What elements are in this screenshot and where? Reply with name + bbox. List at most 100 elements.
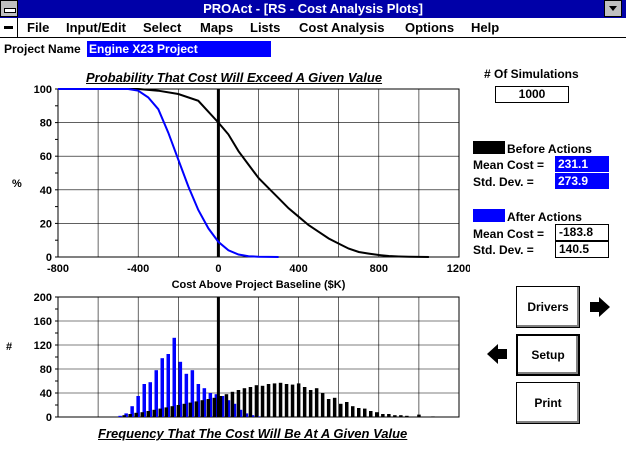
frequency-bar <box>194 401 199 417</box>
frequency-bar <box>250 415 255 417</box>
frequency-bar <box>248 387 253 417</box>
frequency-bar <box>242 388 247 417</box>
document-menu-icon <box>4 26 13 29</box>
frequency-bar <box>296 383 301 417</box>
scroll-down-button[interactable] <box>604 0 622 17</box>
frequency-bar <box>284 384 289 417</box>
after-actions-legend: After Actions <box>507 210 582 224</box>
after-mean-value: -183.8 <box>555 224 609 241</box>
before-actions-legend: Before Actions <box>507 142 592 156</box>
simulations-label: # Of Simulations <box>484 67 579 81</box>
frequency-chart-title: Frequency That The Cost Will Be At A Giv… <box>98 426 408 441</box>
menu-lists[interactable]: Lists <box>250 20 281 35</box>
before-mean-label: Mean Cost = <box>473 158 545 172</box>
frequency-bar <box>178 361 183 417</box>
frequency-bar <box>260 385 265 417</box>
frequency-bar <box>238 409 243 417</box>
frequency-bar <box>399 415 403 417</box>
frequency-bar <box>122 415 126 417</box>
menu-input-edit[interactable]: Input/Edit <box>66 20 126 35</box>
before-mean-value: 231.1 <box>555 156 609 172</box>
frequency-y-tick-label: 80 <box>40 364 52 376</box>
frequency-bar <box>164 407 168 417</box>
frequency-bar <box>170 406 174 417</box>
system-menu-icon <box>4 8 16 13</box>
probability-x-tick-label: -400 <box>127 263 149 275</box>
probability-series-line <box>58 88 279 258</box>
title-bar: PROAct - [RS - Cost Analysis Plots] <box>0 0 626 18</box>
frequency-bar <box>244 413 249 417</box>
menu-maps[interactable]: Maps <box>200 20 234 35</box>
frequency-bar <box>369 411 373 417</box>
probability-y-tick-label: 60 <box>40 151 52 163</box>
setup-button[interactable]: Setup <box>516 334 580 376</box>
frequency-bar <box>226 400 231 417</box>
drivers-button[interactable]: Drivers <box>516 286 580 328</box>
frequency-bar <box>146 411 150 417</box>
frequency-bar <box>230 391 235 417</box>
frequency-bar <box>184 373 189 417</box>
frequency-bar <box>134 412 138 417</box>
frequency-bar <box>266 384 271 417</box>
frequency-bar <box>326 399 331 417</box>
frequency-bar <box>160 358 164 417</box>
probability-x-tick-label: -800 <box>47 263 69 275</box>
frequency-bar <box>332 397 337 417</box>
menu-cost-analysis[interactable]: Cost Analysis <box>299 20 385 35</box>
frequency-bar <box>128 414 132 417</box>
frequency-bar <box>236 390 241 417</box>
after-mean-label: Mean Cost = <box>473 227 545 241</box>
frequency-y-tick-label: 40 <box>40 388 52 400</box>
frequency-bar <box>272 383 277 417</box>
probability-y-axis-label: % <box>12 178 22 190</box>
frequency-bar <box>431 416 435 417</box>
frequency-bar <box>158 408 162 417</box>
frequency-bar <box>387 414 391 417</box>
menu-select[interactable]: Select <box>143 20 182 35</box>
frequency-bar <box>200 400 205 417</box>
window-title: PROAct - [RS - Cost Analysis Plots] <box>203 1 423 16</box>
frequency-bar <box>208 393 213 417</box>
frequency-bar <box>254 385 259 417</box>
frequency-bar <box>314 388 319 417</box>
probability-x-axis-label: Cost Above Project Baseline ($K) <box>172 279 346 291</box>
frequency-bar <box>256 416 261 417</box>
probability-y-tick-label: 80 <box>40 118 52 130</box>
frequency-bar <box>166 354 170 417</box>
after-actions-swatch <box>473 209 505 222</box>
before-std-label: Std. Dev. = <box>473 175 534 189</box>
frequency-bar <box>154 370 158 417</box>
menu-file[interactable]: File <box>27 20 50 35</box>
down-arrow-icon <box>609 6 617 11</box>
after-std-label: Std. Dev. = <box>473 243 534 257</box>
frequency-bar <box>140 412 144 417</box>
frequency-bar <box>212 397 217 417</box>
frequency-bar <box>152 409 156 417</box>
system-menu-button[interactable] <box>0 0 18 17</box>
print-button[interactable]: Print <box>516 382 580 424</box>
frequency-bar <box>357 408 361 417</box>
document-menu-button[interactable] <box>0 18 18 37</box>
right-arrow-icon[interactable] <box>589 296 611 318</box>
probability-x-tick-label: 1200 <box>447 263 470 275</box>
frequency-bar <box>278 382 283 417</box>
frequency-y-axis-label: # <box>6 341 12 353</box>
frequency-bar <box>320 393 325 417</box>
project-name-field[interactable]: Engine X23 Project <box>87 41 271 57</box>
simulations-field[interactable]: 1000 <box>495 86 569 103</box>
frequency-y-tick-label: 0 <box>46 412 52 424</box>
frequency-bar <box>202 388 207 417</box>
frequency-bar <box>214 394 219 417</box>
frequency-bar <box>290 384 295 417</box>
frequency-bar <box>363 408 367 417</box>
frequency-y-tick-label: 200 <box>34 292 52 304</box>
frequency-bar <box>375 412 379 417</box>
left-arrow-icon[interactable] <box>486 343 508 365</box>
frequency-bar <box>339 403 343 417</box>
frequency-bar <box>345 402 349 417</box>
frequency-bar <box>190 370 195 417</box>
after-std-value: 140.5 <box>555 241 609 258</box>
menu-options[interactable]: Options <box>405 20 455 35</box>
menu-help[interactable]: Help <box>471 20 500 35</box>
frequency-bar <box>224 394 229 417</box>
